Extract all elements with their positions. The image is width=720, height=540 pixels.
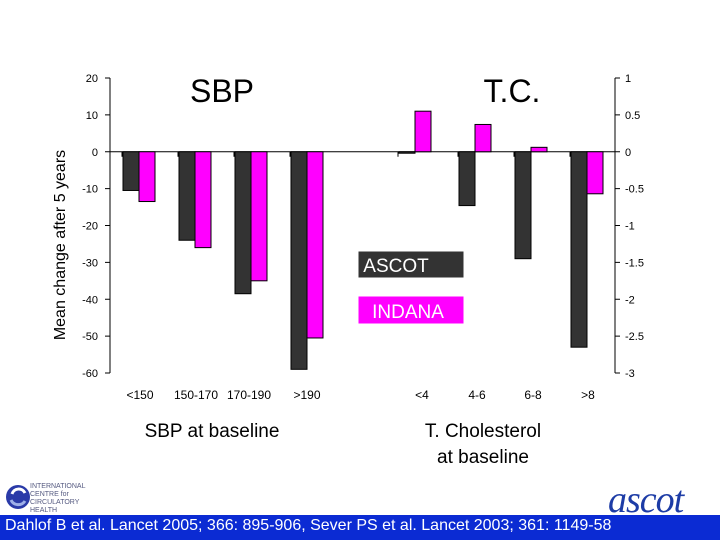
legend-indana-label: INDANA [372, 302, 444, 323]
bar-ascot [458, 151, 476, 207]
chart: 20 10 0 -10 -20 -30 -40 -50 -60 1 0.5 0 -0.5 -1 -1.5 -2… [52, 73, 644, 468]
left-tick-label: -20 [82, 221, 98, 233]
x-tick-label: 170-190 [227, 388, 271, 402]
left-tick-label: -30 [82, 257, 98, 269]
right-tick-label: -1.5 [625, 257, 644, 269]
bar-ascot [290, 151, 308, 370]
bar-indana [138, 151, 156, 203]
x-tick-label: >8 [581, 388, 595, 402]
y-axis-label: Mean change after 5 years [52, 150, 69, 340]
panel-title: SBP [190, 73, 254, 109]
icc-logo-icon [6, 485, 30, 509]
right-tick-label: -3 [625, 368, 635, 380]
left-tick-label: -60 [82, 368, 98, 380]
bar-indana [306, 151, 324, 339]
right-tick-label: 0.5 [625, 110, 640, 122]
x-tick-label: <4 [415, 388, 429, 402]
right-tick-label: 0 [625, 147, 631, 159]
panel-title: T.C. [484, 73, 541, 109]
legend-ascot-label: ASCOT [363, 256, 429, 277]
footer-bar [0, 515, 720, 540]
bar-indana [530, 146, 548, 153]
bar-indana [414, 110, 432, 153]
x-tick-label: 4-6 [468, 388, 486, 402]
right-tick-label: -2 [625, 294, 635, 306]
icc-logo-text: INTERNATIONAL CENTRE for CIRCULATORY HEA… [30, 483, 86, 514]
bar-indana [586, 151, 604, 195]
bar-ascot [570, 151, 588, 348]
right-tick-label: -1 [625, 221, 635, 233]
right-tick-label: -0.5 [625, 184, 644, 196]
left-tick-label: -40 [82, 294, 98, 306]
x-tick-label: >190 [293, 388, 320, 402]
legend-indana-box [357, 295, 465, 325]
bar-ascot [178, 151, 196, 241]
x-axis-label: SBP at baseline [145, 421, 280, 442]
bar-ascot [514, 151, 532, 260]
bar-indana [250, 151, 268, 282]
right-tick-label: -2.5 [625, 331, 644, 343]
x-tick-label: <150 [126, 388, 153, 402]
x-axis-label: T. Cholesterol [425, 421, 541, 442]
x-tick-label: 150-170 [174, 388, 218, 402]
bar-ascot [122, 151, 140, 191]
bar-ascot [398, 151, 416, 154]
left-tick-label: 20 [86, 73, 98, 85]
left-tick-label: -10 [82, 184, 98, 196]
citation-text: Dahlof B et al. Lancet 2005; 366: 895-90… [5, 517, 612, 534]
ascot-logo: ascot [608, 479, 684, 521]
left-tick-label: -50 [82, 331, 98, 343]
x-tick-label: 6-8 [524, 388, 542, 402]
bar-ascot [234, 151, 252, 295]
bar-indana [194, 151, 212, 249]
bar-indana [474, 123, 492, 153]
left-tick-label: 10 [86, 110, 98, 122]
left-tick-label: 0 [92, 147, 98, 159]
legend-ascot-box [357, 250, 465, 279]
right-tick-label: 1 [625, 73, 631, 85]
x-axis-label: at baseline [437, 447, 529, 468]
